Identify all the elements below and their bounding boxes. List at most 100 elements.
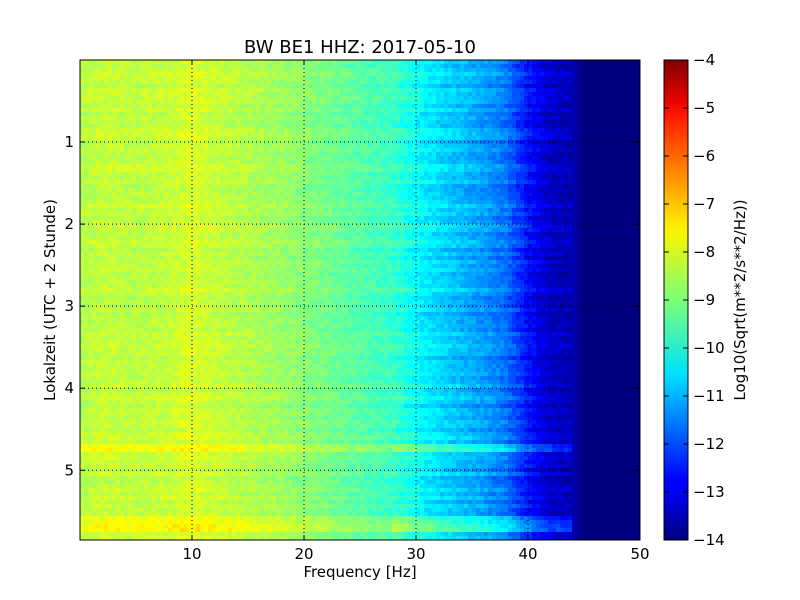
heatmap-cell xyxy=(316,88,321,93)
heatmap-cell xyxy=(352,200,357,205)
heatmap-cell xyxy=(532,176,537,181)
heatmap-cell xyxy=(180,84,185,89)
heatmap-cell xyxy=(164,80,169,85)
heatmap-cell xyxy=(124,200,129,205)
heatmap-cell xyxy=(488,172,493,177)
heatmap-cell xyxy=(184,128,189,133)
heatmap-cell xyxy=(212,68,217,73)
heatmap-cell xyxy=(352,88,357,93)
heatmap-cell xyxy=(212,188,217,193)
heatmap-cell xyxy=(344,148,349,153)
heatmap-cell xyxy=(304,184,309,189)
heatmap-cell xyxy=(388,192,393,197)
heatmap-cell xyxy=(360,120,365,125)
heatmap-cell xyxy=(228,80,233,85)
heatmap-cell xyxy=(204,176,209,181)
heatmap-cell xyxy=(312,148,317,153)
heatmap-cell xyxy=(568,176,573,181)
heatmap-cell xyxy=(156,128,161,133)
heatmap-cell xyxy=(572,180,577,185)
heatmap-cell xyxy=(280,116,285,121)
heatmap-cell xyxy=(200,180,205,185)
heatmap-cell xyxy=(164,172,169,177)
heatmap-cell xyxy=(364,96,369,101)
heatmap-cell xyxy=(240,140,245,145)
heatmap-cell xyxy=(152,120,157,125)
heatmap-cell xyxy=(256,160,261,165)
heatmap-cell xyxy=(624,160,629,165)
heatmap-cell xyxy=(244,96,249,101)
heatmap-cell xyxy=(612,100,617,105)
heatmap-cell xyxy=(300,96,305,101)
heatmap-cell xyxy=(232,136,237,141)
heatmap-cell xyxy=(128,124,133,129)
heatmap-cell xyxy=(576,180,581,185)
heatmap-cell xyxy=(580,140,585,145)
heatmap-cell xyxy=(580,68,585,73)
heatmap-cell xyxy=(216,176,221,181)
heatmap-cell xyxy=(432,140,437,145)
heatmap-cell xyxy=(96,108,101,113)
heatmap-cell xyxy=(328,176,333,181)
heatmap-cell xyxy=(512,60,517,65)
heatmap-cell xyxy=(440,180,445,185)
heatmap-cell xyxy=(264,112,269,117)
heatmap-cell xyxy=(100,88,105,93)
heatmap-cell xyxy=(384,108,389,113)
heatmap-cell xyxy=(488,96,493,101)
heatmap-cell xyxy=(224,180,229,185)
heatmap-cell xyxy=(580,188,585,193)
heatmap-cell xyxy=(604,152,609,157)
heatmap-cell xyxy=(160,192,165,197)
heatmap-cell xyxy=(568,140,573,145)
heatmap-cell xyxy=(292,128,297,133)
heatmap-cell xyxy=(396,64,401,69)
heatmap-cell xyxy=(484,188,489,193)
heatmap-cell xyxy=(532,120,537,125)
heatmap-cell xyxy=(148,144,153,149)
heatmap-cell xyxy=(192,184,197,189)
heatmap-cell xyxy=(104,100,109,105)
heatmap-cell xyxy=(200,116,205,121)
heatmap-cell xyxy=(380,180,385,185)
heatmap-cell xyxy=(392,60,397,65)
heatmap-cell xyxy=(140,172,145,177)
heatmap-cell xyxy=(436,132,441,137)
heatmap-cell xyxy=(176,92,181,97)
heatmap-cell xyxy=(628,88,633,93)
heatmap-cell xyxy=(420,200,425,205)
heatmap-cell xyxy=(352,132,357,137)
heatmap-cell xyxy=(304,80,309,85)
heatmap-cell xyxy=(424,156,429,161)
heatmap-cell xyxy=(376,120,381,125)
heatmap-cell xyxy=(508,196,513,201)
heatmap-cell xyxy=(372,72,377,77)
heatmap-cell xyxy=(448,64,453,69)
heatmap-cell xyxy=(444,176,449,181)
heatmap-cell xyxy=(348,156,353,161)
heatmap-cell xyxy=(552,148,557,153)
heatmap-cell xyxy=(292,180,297,185)
heatmap-cell xyxy=(464,88,469,93)
heatmap-cell xyxy=(532,60,537,65)
heatmap-cell xyxy=(452,120,457,125)
heatmap-cell xyxy=(456,152,461,157)
heatmap-cell xyxy=(508,156,513,161)
heatmap-cell xyxy=(492,168,497,173)
heatmap-cell xyxy=(448,76,453,81)
heatmap-cell xyxy=(224,176,229,181)
heatmap-cell xyxy=(128,68,133,73)
heatmap-cell xyxy=(544,152,549,157)
heatmap-cell xyxy=(100,100,105,105)
heatmap-cell xyxy=(132,144,137,149)
heatmap-cell xyxy=(400,176,405,181)
heatmap-cell xyxy=(280,84,285,89)
heatmap-cell xyxy=(208,156,213,161)
heatmap-cell xyxy=(176,132,181,137)
heatmap-cell xyxy=(592,128,597,133)
heatmap-cell xyxy=(84,104,89,109)
heatmap-cell xyxy=(332,128,337,133)
heatmap-cell xyxy=(260,160,265,165)
heatmap-cell xyxy=(468,80,473,85)
heatmap-cell xyxy=(312,188,317,193)
